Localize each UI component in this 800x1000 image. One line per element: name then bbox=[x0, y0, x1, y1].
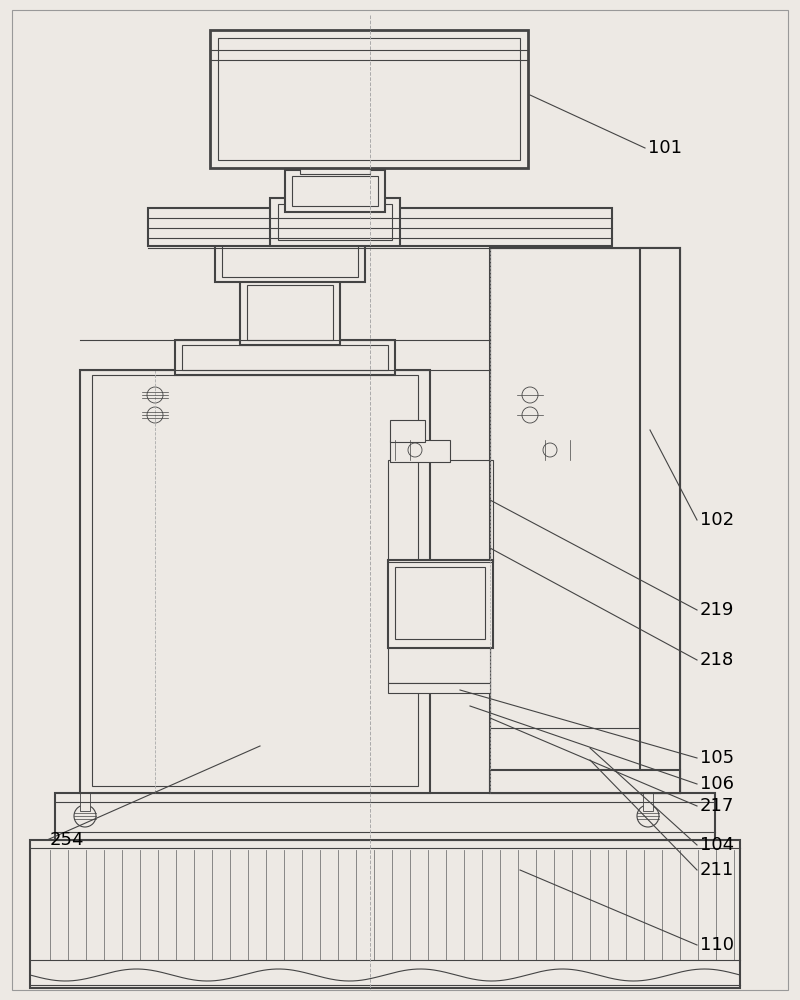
Bar bbox=[148, 208, 612, 246]
Bar bbox=[80, 793, 90, 811]
Circle shape bbox=[522, 407, 538, 423]
Text: 218: 218 bbox=[700, 651, 734, 669]
Bar bbox=[175, 340, 395, 375]
Bar bbox=[388, 560, 493, 648]
Bar bbox=[388, 648, 490, 683]
Bar bbox=[643, 793, 653, 811]
Bar bbox=[92, 375, 418, 786]
Text: 102: 102 bbox=[700, 511, 734, 529]
Circle shape bbox=[637, 805, 659, 827]
Bar bbox=[30, 840, 740, 988]
Text: 110: 110 bbox=[700, 936, 734, 954]
Bar bbox=[222, 245, 358, 277]
Bar bbox=[640, 248, 680, 793]
Bar bbox=[240, 280, 340, 345]
Bar bbox=[388, 683, 490, 693]
Bar bbox=[395, 567, 485, 639]
Bar bbox=[218, 38, 520, 160]
Circle shape bbox=[543, 443, 557, 457]
Circle shape bbox=[147, 407, 163, 423]
Bar bbox=[215, 240, 365, 282]
Circle shape bbox=[522, 387, 538, 403]
Text: 105: 105 bbox=[700, 749, 734, 767]
Text: 104: 104 bbox=[700, 836, 734, 854]
Text: 106: 106 bbox=[700, 775, 734, 793]
Text: 254: 254 bbox=[50, 831, 85, 849]
Bar bbox=[490, 248, 640, 728]
Text: 219: 219 bbox=[700, 601, 734, 619]
Text: 217: 217 bbox=[700, 797, 734, 815]
Bar bbox=[292, 176, 378, 206]
Bar bbox=[390, 420, 425, 442]
Bar bbox=[55, 793, 715, 840]
Bar bbox=[490, 248, 640, 728]
Bar bbox=[490, 770, 680, 793]
Bar bbox=[210, 30, 528, 168]
Text: 211: 211 bbox=[700, 861, 734, 879]
Text: 101: 101 bbox=[648, 139, 682, 157]
Circle shape bbox=[408, 443, 422, 457]
Bar bbox=[182, 345, 388, 370]
Bar bbox=[278, 204, 392, 240]
Circle shape bbox=[74, 805, 96, 827]
Bar bbox=[285, 170, 385, 212]
Circle shape bbox=[147, 387, 163, 403]
Bar bbox=[388, 460, 493, 562]
Bar bbox=[490, 248, 680, 793]
Bar bbox=[388, 460, 493, 562]
Bar bbox=[80, 370, 430, 793]
Bar bbox=[390, 440, 450, 462]
Bar bbox=[247, 285, 333, 340]
Bar bbox=[270, 198, 400, 246]
Bar bbox=[300, 162, 370, 174]
